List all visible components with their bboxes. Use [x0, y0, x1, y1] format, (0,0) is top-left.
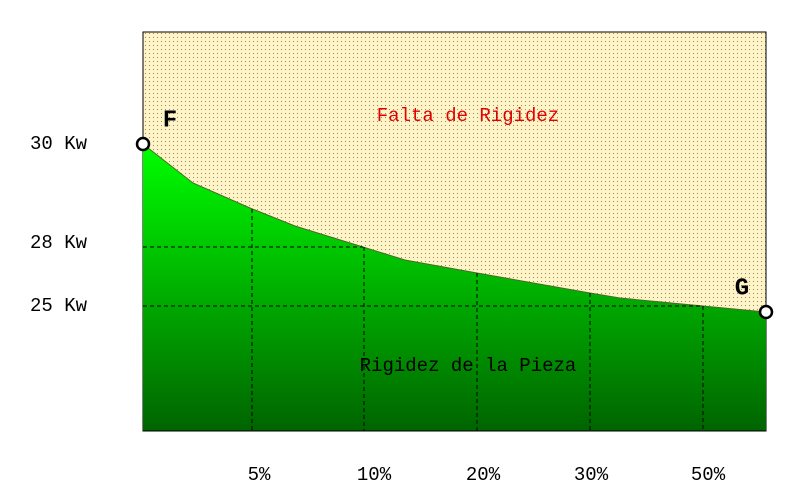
- region-label: Rigidez de la Pieza: [360, 355, 577, 377]
- y-label: 30 Kw: [30, 133, 88, 155]
- x-label: 20%: [466, 464, 501, 486]
- point-marker: [758, 304, 774, 320]
- point-marker: [135, 136, 151, 152]
- point-label: G: [735, 275, 749, 302]
- x-label: 5%: [248, 464, 271, 486]
- y-label: 28 Kw: [30, 232, 88, 254]
- y-label: 25 Kw: [30, 295, 88, 317]
- x-label: 30%: [574, 464, 609, 486]
- x-label: 50%: [691, 464, 726, 486]
- limit-curve: [142, 143, 767, 313]
- rigidity-area: [143, 144, 766, 431]
- x-label: 10%: [357, 464, 392, 486]
- region-label: Falta de Rigidez: [377, 105, 559, 127]
- point-label: F: [163, 107, 177, 134]
